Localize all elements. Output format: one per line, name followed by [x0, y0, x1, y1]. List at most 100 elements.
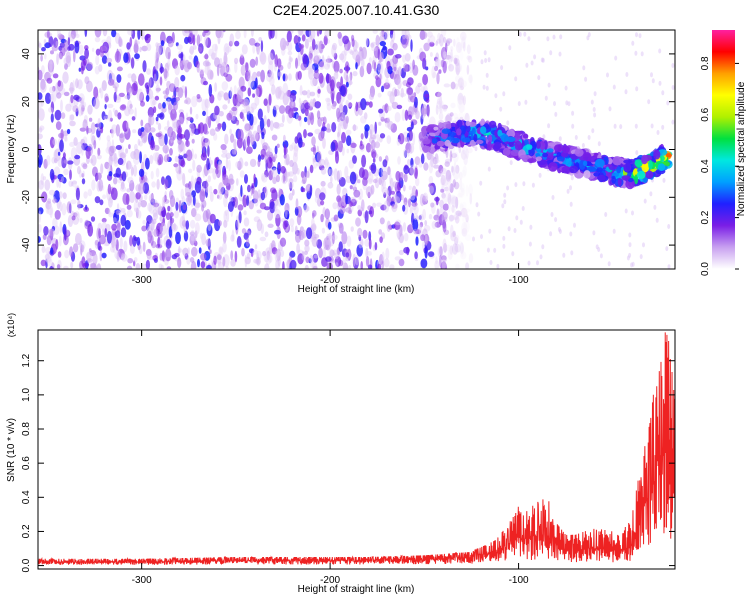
spectrogram-noise-cell: [152, 152, 160, 162]
spectrogram-noise-cell: [348, 49, 353, 54]
spectrogram-noise-cell: [523, 31, 527, 37]
spectrogram-noise-cell: [380, 116, 385, 122]
spectrogram-noise-cell: [157, 236, 161, 248]
spectrogram-noise-cell: [527, 36, 531, 42]
snr-x-label: Height of straight line (km): [298, 584, 415, 595]
spectrogram-noise-cell: [373, 61, 377, 72]
spectrogram-noise-cell: [467, 55, 473, 63]
spectrogram-noise-cell: [465, 184, 469, 197]
spectrogram-noise-cell: [275, 213, 281, 227]
spectrogram-noise-cell: [285, 172, 289, 183]
spectrogram-noise-cell: [466, 55, 471, 60]
spectrogram-noise-cell: [228, 173, 234, 183]
spectrogram-noise-cell: [225, 156, 229, 170]
spectrogram-noise-cell: [341, 194, 346, 207]
spectrogram-noise-cell: [91, 179, 96, 191]
spectrogram-noise-cell: [116, 48, 119, 62]
spectrogram-noise-cell: [184, 30, 191, 34]
spectrogram-noise-cell: [301, 187, 306, 193]
spectrogram-noise-cell: [457, 99, 464, 105]
spectrogram-noise-cell: [661, 124, 665, 130]
spectrogram-noise-cell: [127, 176, 134, 184]
spectrogram-noise-cell: [215, 126, 221, 132]
spectrogram-noise-cell: [650, 123, 654, 129]
spectrogram-noise-cell: [435, 256, 438, 265]
spectrogram-noise-cell: [450, 224, 454, 238]
spectrogram-noise-cell: [339, 99, 343, 106]
spectrogram-noise-cell: [38, 180, 45, 190]
spectrogram-noise-cell: [312, 144, 317, 156]
spectrogram-noise-cell: [447, 179, 451, 191]
spectrogram-noise-cell: [38, 108, 45, 121]
spectrogram-noise-cell: [327, 167, 331, 176]
spectrogram-noise-cell: [221, 81, 229, 91]
spectrogram-noise-cell: [78, 169, 82, 178]
spectrogram-noise-cell: [282, 92, 289, 106]
spectrogram-noise-cell: [399, 92, 406, 97]
spectrogram-noise-cell: [235, 30, 241, 40]
spectrogram-noise-cell: [453, 38, 456, 47]
spectrogram-noise-cell: [447, 249, 453, 260]
spectrogram-noise-cell: [223, 92, 229, 101]
spectrogram-noise-cell: [318, 247, 323, 259]
spectrogram-noise-cell: [291, 142, 296, 150]
spectrogram-noise-cell: [172, 61, 179, 66]
spectrogram-noise-cell: [483, 50, 487, 56]
spectrogram-noise-cell: [454, 243, 462, 253]
spectrogram-noise-cell: [73, 137, 78, 146]
spectrogram-noise-cell: [192, 195, 196, 206]
spectrogram-noise-cell: [79, 55, 86, 61]
spectrogram-noise-cell: [295, 57, 298, 69]
spectrogram-noise-cell: [345, 99, 350, 108]
spectrogram-noise-cell: [55, 40, 59, 47]
spectrogram-noise-cell: [289, 57, 294, 62]
spectrogram-signal-cell: [586, 166, 596, 172]
spectrogram-noise-cell: [333, 52, 338, 60]
spectrogram-noise-cell: [667, 264, 671, 269]
spectrogram-noise-cell: [242, 115, 245, 122]
spectrogram-noise-cell: [371, 149, 377, 159]
spectrogram-noise-cell: [325, 256, 332, 262]
spectrogram-noise-cell: [404, 150, 408, 158]
spectrogram-noise-cell: [386, 135, 392, 145]
spectrogram-noise-cell: [46, 77, 53, 84]
spectrogram-noise-cell: [146, 43, 152, 52]
spectrogram-noise-cell: [128, 108, 134, 115]
spectrogram-noise-cell: [114, 209, 121, 214]
spectrogram-noise-cell: [352, 155, 357, 164]
spectrogram-noise-cell: [140, 100, 145, 107]
spectrogram-noise-cell: [44, 53, 47, 60]
spectrogram-noise-cell: [343, 70, 348, 81]
spectrogram-signal-cell: [636, 170, 646, 179]
spectrogram-noise-cell: [397, 79, 402, 90]
spectrogram-noise-cell: [378, 229, 383, 235]
spectrogram-noise-cell: [427, 251, 435, 257]
spectrogram-noise-cell: [89, 158, 94, 164]
spectrogram-noise-cell: [116, 66, 123, 72]
spectrogram-noise-cell: [159, 238, 163, 246]
spectrogram-signal-cell: [426, 126, 436, 133]
spectrogram-noise-cell: [173, 101, 178, 111]
spectrogram-y-label: Frequency (Hz): [6, 115, 17, 184]
spectrogram-noise-cell: [640, 51, 644, 57]
spectrogram-noise-cell: [381, 187, 388, 195]
spectrogram-noise-cell: [240, 184, 243, 197]
spectrogram-noise-cell: [240, 85, 247, 92]
spectrogram-noise-cell: [142, 60, 147, 73]
spectrogram-noise-cell: [104, 228, 108, 238]
spectrogram-noise-cell: [231, 106, 238, 112]
spectrogram-noise-cell: [339, 85, 346, 97]
spectrogram-noise-cell: [59, 87, 66, 95]
spectrogram-noise-cell: [597, 141, 601, 147]
spectrogram-noise-cell: [171, 223, 178, 232]
spectrogram-noise-cell: [308, 105, 313, 111]
spectrogram-noise-cell: [408, 198, 411, 208]
spectrogram-noise-cell: [63, 91, 70, 97]
spectrogram-noise-cell: [336, 170, 340, 182]
snr-y-tick-label: 0.6: [21, 456, 32, 470]
spectrogram-noise-cell: [277, 164, 281, 173]
spectrogram-noise-cell: [552, 34, 556, 40]
spectrogram-noise-cell: [57, 52, 63, 60]
spectrogram-noise-cell: [459, 85, 464, 91]
spectrogram-noise-cell: [210, 52, 217, 60]
